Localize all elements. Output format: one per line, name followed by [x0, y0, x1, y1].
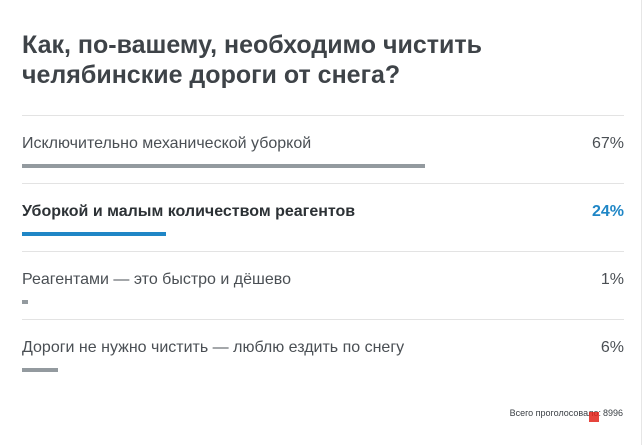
- poll-option-label: Реагентами — это быстро и дёшево: [22, 271, 291, 288]
- poll-option-percent: 24%: [591, 203, 624, 220]
- poll-options: Исключительно механической уборкой 67% У…: [22, 115, 624, 387]
- poll-option-bar: [22, 368, 58, 372]
- poll-option[interactable]: Реагентами — это быстро и дёшево 1%: [22, 251, 624, 319]
- watermark-logo: [589, 412, 599, 422]
- poll-option-bar-track: [22, 164, 624, 168]
- poll-option-percent: 67%: [591, 135, 624, 152]
- poll-option[interactable]: Уборкой и малым количеством реагентов 24…: [22, 183, 624, 251]
- poll-option-bar-track: [22, 232, 624, 236]
- poll-option-bar: [22, 300, 28, 304]
- poll-total-count: 8996: [602, 408, 623, 418]
- poll-option-bar-track: [22, 368, 624, 372]
- poll-option-bar-track: [22, 300, 624, 304]
- poll-option-label: Уборкой и малым количеством реагентов: [22, 203, 356, 220]
- poll-total: Всего проголосовало: 8996: [510, 407, 623, 419]
- poll-option-bar: [22, 164, 425, 168]
- poll-option-bar: [22, 232, 166, 236]
- poll-option[interactable]: Исключительно механической уборкой 67%: [22, 115, 624, 183]
- poll-option-label: Исключительно механической уборкой: [22, 135, 312, 152]
- poll-question: Как, по-вашему, необходимо чистить челяб…: [22, 31, 482, 89]
- poll-option[interactable]: Дороги не нужно чистить — люблю ездить п…: [22, 319, 624, 387]
- poll-total-label: Всего проголосовало:: [509, 408, 601, 418]
- poll-option-label: Дороги не нужно чистить — люблю ездить п…: [22, 339, 405, 356]
- poll-option-percent: 1%: [600, 271, 624, 288]
- poll-option-percent: 6%: [600, 339, 624, 356]
